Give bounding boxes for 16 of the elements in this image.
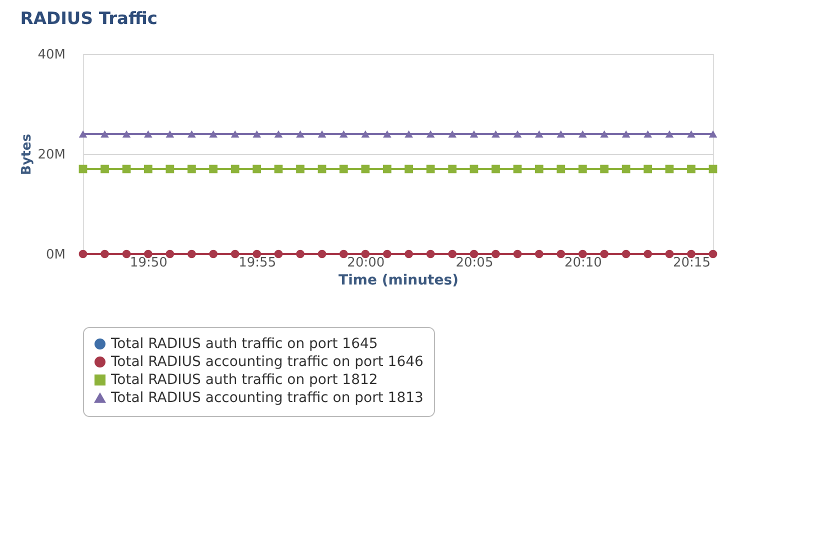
legend-label: Total RADIUS auth traffic on port 1812 (110, 372, 378, 388)
legend-label: Total RADIUS accounting traffic on port 1646 (110, 354, 424, 370)
x-axis-title: Time (minutes) (338, 272, 458, 288)
chart-title: RADIUS Traffic (20, 9, 158, 29)
x-tick-label: 20:15 (673, 256, 710, 270)
x-tick-label: 20:10 (564, 256, 602, 270)
legend-label: Total RADIUS auth traffic on port 1645 (110, 336, 378, 352)
legend-label: Total RADIUS accounting traffic on port 1813 (110, 390, 424, 406)
y-tick-label: 40M (38, 48, 66, 62)
x-tick-label: 19:50 (130, 256, 168, 270)
y-axis-title: Bytes (20, 134, 35, 176)
y-tick-label: 0M (46, 248, 66, 262)
x-tick-label: 20:05 (456, 256, 494, 270)
y-tick-label: 20M (38, 148, 66, 162)
x-tick-label: 19:55 (238, 256, 276, 270)
x-tick-label: 20:00 (347, 256, 385, 270)
